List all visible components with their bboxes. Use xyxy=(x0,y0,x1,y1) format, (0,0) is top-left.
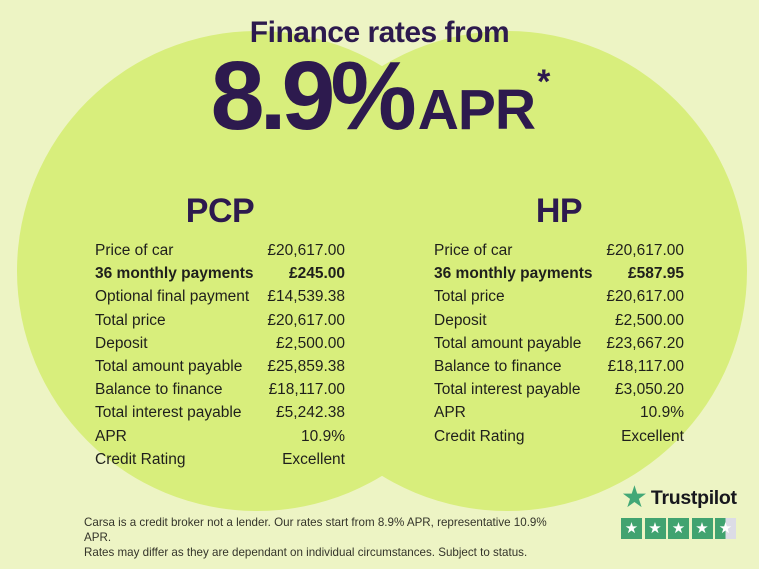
table-row: Deposit £2,500.00 xyxy=(434,312,684,335)
row-value: £20,617.00 xyxy=(606,242,684,259)
table-row: APR 10.9% xyxy=(434,404,684,427)
row-value: £245.00 xyxy=(288,265,345,283)
row-value: £25,859.38 xyxy=(267,357,345,375)
apr-rate: 8.9% APR * xyxy=(0,41,759,150)
table-row: Price of car £20,617.00 xyxy=(95,242,345,265)
table-row: Deposit £2,500.00 xyxy=(95,335,345,358)
half-star-icon: ★ xyxy=(715,518,736,539)
row-label: Total price xyxy=(434,288,505,306)
page-title: Finance rates from xyxy=(249,16,510,49)
disclaimer-line-2: Rates may differ as they are dependant o… xyxy=(84,546,528,559)
row-label: Deposit xyxy=(95,334,148,352)
row-value: Excellent xyxy=(282,450,345,468)
row-label: 36 monthly payments xyxy=(95,265,254,283)
row-label: Credit Rating xyxy=(95,450,186,468)
row-value: £587.95 xyxy=(627,265,684,283)
row-value: £23,667.20 xyxy=(606,334,684,352)
trustpilot-star-icon: ★ xyxy=(621,481,648,514)
row-value: £20,617.00 xyxy=(267,242,345,259)
row-value: £2,500.00 xyxy=(276,334,345,352)
row-label: Deposit xyxy=(434,311,487,329)
table-row: Total interest payable £5,242.38 xyxy=(95,404,345,427)
table-row: Balance to finance £18,117.00 xyxy=(434,358,684,381)
rate-footnote-marker: * xyxy=(537,63,551,101)
row-value: £20,617.00 xyxy=(267,311,345,329)
row-label: Total amount payable xyxy=(434,334,582,352)
table-row: Credit Rating Excellent xyxy=(434,428,684,451)
hp-rows: Price of car £20,617.00 36 monthly paymen… xyxy=(434,242,684,451)
table-row: APR 10.9% xyxy=(95,428,345,451)
table-row: Price of car £20,617.00 xyxy=(434,242,684,265)
legal-disclaimer: Carsa is a credit broker not a lender. O… xyxy=(84,515,554,560)
row-label: Credit Rating xyxy=(434,427,525,445)
trustpilot-rating-stars: ★ ★ ★ ★ ★ xyxy=(621,518,737,539)
trustpilot-logo: ★ Trustpilot xyxy=(621,483,737,513)
row-value: £5,242.38 xyxy=(276,404,345,422)
table-row: Total amount payable £25,859.38 xyxy=(95,358,345,381)
row-value: 10.9% xyxy=(640,404,684,422)
row-value: Excellent xyxy=(621,427,684,445)
background-circle-right xyxy=(267,31,747,511)
table-row: 36 monthly payments £587.95 xyxy=(434,265,684,288)
row-label: Optional final payment xyxy=(95,288,250,306)
trustpilot-wordmark: Trustpilot xyxy=(650,486,737,509)
star-icon: ★ xyxy=(621,518,642,539)
row-label: Price of car xyxy=(434,242,513,259)
row-label: Total price xyxy=(95,311,166,329)
row-label: Total interest payable xyxy=(95,404,242,422)
row-value: £2,500.00 xyxy=(615,311,684,329)
table-row: Credit Rating Excellent xyxy=(95,451,345,474)
star-icon: ★ xyxy=(644,518,666,539)
row-label: Total amount payable xyxy=(95,357,243,375)
row-label: Price of car xyxy=(95,242,174,259)
star-icon: ★ xyxy=(691,518,713,539)
table-row: Total interest payable £3,050.20 xyxy=(434,381,684,404)
row-value: £3,050.20 xyxy=(615,381,684,399)
row-value: £20,617.00 xyxy=(606,288,684,306)
row-value: £18,117.00 xyxy=(607,357,684,375)
hp-heading: HP xyxy=(535,192,583,230)
table-row: Total amount payable £23,667.20 xyxy=(434,335,684,358)
table-row: Optional final payment £14,539.38 xyxy=(95,288,345,311)
pcp-table: PCP Price of car £20,617.00 36 monthly pa… xyxy=(95,192,345,474)
header: Finance rates from 8.9% APR * xyxy=(0,16,759,150)
hp-table: HP Price of car £20,617.00 36 monthly pay… xyxy=(434,192,684,451)
row-label: APR xyxy=(434,404,466,422)
table-row: 36 monthly payments £245.00 xyxy=(95,265,345,288)
table-row: Balance to finance £18,117.00 xyxy=(95,381,345,404)
row-label: APR xyxy=(95,427,127,445)
star-icon: ★ xyxy=(668,518,689,539)
disclaimer-line-1: Carsa is a credit broker not a lender. O… xyxy=(84,516,547,544)
row-value: £18,117.00 xyxy=(268,381,345,399)
row-label: Total interest payable xyxy=(434,381,581,399)
pcp-rows: Price of car £20,617.00 36 monthly paymen… xyxy=(95,242,345,474)
trustpilot-badge: ★ Trustpilot ★ ★ ★ ★ ★ xyxy=(621,483,737,539)
row-value: 10.9% xyxy=(301,427,345,445)
row-label: Balance to finance xyxy=(95,381,223,399)
row-label: 36 monthly payments xyxy=(434,265,593,283)
row-value: £14,539.38 xyxy=(267,288,345,306)
rate-value: 8.9% xyxy=(210,41,417,150)
table-row: Total price £20,617.00 xyxy=(434,288,684,311)
table-row: Total price £20,617.00 xyxy=(95,312,345,335)
pcp-heading: PCP xyxy=(185,192,255,230)
row-label: Balance to finance xyxy=(434,357,562,375)
rate-suffix: APR xyxy=(417,78,536,142)
